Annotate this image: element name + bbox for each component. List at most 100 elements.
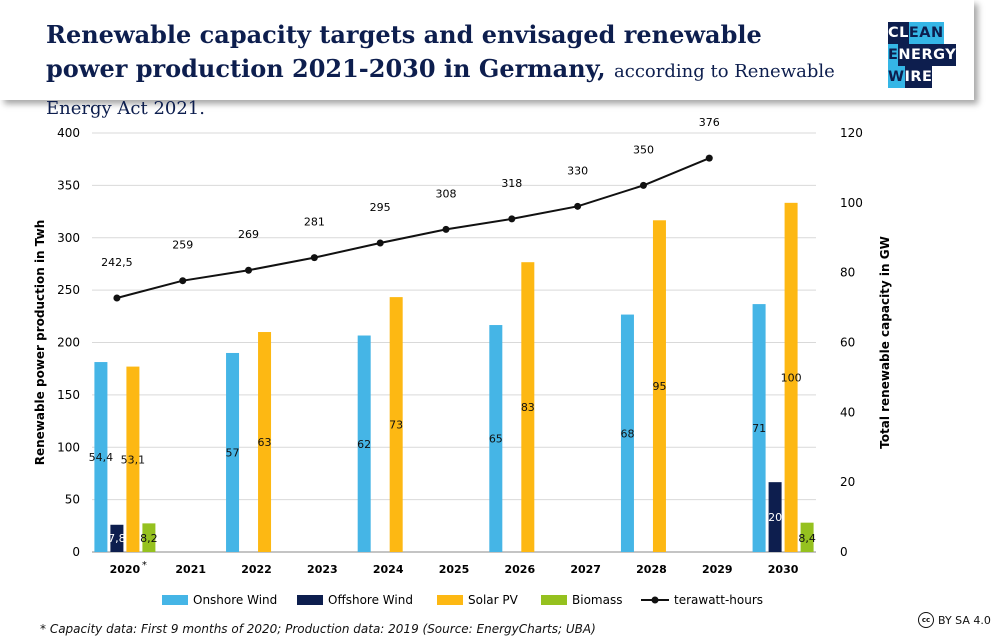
footnote: * Capacity data: First 9 months of 2020;… — [40, 622, 596, 636]
logo-text-2a: E — [888, 44, 899, 66]
bar-data-label: 54,4 — [89, 451, 114, 464]
bar-data-label: 20 — [768, 511, 782, 524]
bar-data-label: 71 — [752, 422, 766, 435]
line-data-label: 308 — [436, 187, 457, 200]
cc-icon: cc — [918, 612, 934, 628]
bar-offshore-wind — [768, 482, 782, 552]
y-tick-right: 20 — [840, 475, 855, 489]
x-tick-label: 2030 — [768, 563, 799, 576]
legend-swatch — [541, 595, 567, 605]
legend-label: Offshore Wind — [328, 593, 413, 607]
bar-data-label: 57 — [226, 446, 240, 459]
bar-data-label: 8,4 — [798, 532, 816, 545]
y-axis-label-right: Total renewable capacity in GW — [878, 236, 892, 449]
line-point — [639, 181, 647, 189]
line-point — [113, 294, 121, 302]
bar-biomass — [800, 522, 814, 552]
clean-energy-wire-logo: CL EAN E NERGY W IRE — [888, 22, 958, 88]
line-point — [245, 266, 253, 274]
bar-solar-pv — [258, 332, 272, 552]
logo-text-1b: EAN — [908, 22, 944, 44]
y-tick-left: 100 — [57, 440, 80, 454]
x-tick-label: 2024 — [373, 563, 404, 576]
license-badge: cc BY SA 4.0 — [918, 612, 991, 628]
y-tick-right: 60 — [840, 336, 855, 350]
line-point — [705, 154, 713, 162]
legend-swatch — [162, 595, 188, 605]
y-tick-left: 250 — [57, 283, 80, 297]
legend-label: Solar PV — [468, 593, 519, 607]
title-main: Renewable capacity targets and envisaged… — [46, 20, 762, 83]
bar-data-label: 83 — [521, 401, 535, 414]
bar-data-label: 62 — [357, 438, 371, 451]
line-data-label: 281 — [304, 216, 325, 229]
bar-data-label: 8,2 — [140, 532, 158, 545]
y-tick-right: 120 — [840, 126, 863, 140]
x-tick-asterisk: * — [142, 560, 147, 571]
x-tick-label: 2025 — [439, 563, 470, 576]
legend-line-marker — [651, 596, 659, 604]
bar-data-label: 65 — [489, 433, 503, 446]
bar-data-label: 73 — [389, 419, 403, 432]
header-panel: Renewable capacity targets and envisaged… — [0, 0, 974, 119]
line-point — [508, 215, 516, 223]
bar-solar-pv — [521, 262, 535, 552]
line-point — [442, 225, 450, 233]
y-tick-left: 300 — [57, 231, 80, 245]
title-subtitle: according to Renewable Energy Act 2021. — [46, 61, 835, 119]
y-tick-right: 0 — [840, 545, 848, 559]
y-tick-left: 150 — [57, 388, 80, 402]
y-tick-right: 100 — [840, 196, 863, 210]
bar-solar-pv — [784, 202, 798, 553]
y-tick-right: 40 — [840, 405, 855, 419]
x-tick-label: 2029 — [702, 563, 733, 576]
bar-data-label: 63 — [258, 436, 272, 449]
line-data-label: 259 — [172, 239, 193, 252]
legend-label: Biomass — [572, 593, 622, 607]
x-tick-label: 2020 — [110, 563, 141, 576]
bar-onshore-wind — [94, 362, 108, 552]
y-tick-left: 0 — [72, 545, 80, 559]
x-tick-label: 2023 — [307, 563, 338, 576]
y-tick-right: 80 — [840, 266, 855, 280]
x-tick-label: 2021 — [175, 563, 206, 576]
line-data-label: 376 — [699, 116, 720, 129]
bar-data-label: 53,1 — [121, 453, 146, 466]
y-tick-left: 350 — [57, 178, 80, 192]
line-data-label: 269 — [238, 228, 259, 241]
line-point — [179, 277, 187, 285]
line-data-label: 318 — [501, 177, 522, 190]
legend-swatch — [297, 595, 323, 605]
x-tick-label: 2022 — [241, 563, 272, 576]
legend-swatch — [437, 595, 463, 605]
bar-onshore-wind — [489, 325, 503, 552]
line-data-label: 330 — [567, 164, 588, 177]
line-data-label: 295 — [370, 201, 391, 214]
y-tick-left: 400 — [57, 126, 80, 140]
y-tick-left: 50 — [65, 493, 80, 507]
legend-label: terawatt-hours — [674, 593, 763, 607]
bar-data-label: 7,8 — [108, 532, 126, 545]
line-point — [310, 254, 318, 262]
x-tick-label: 2026 — [505, 563, 536, 576]
line-point — [376, 239, 384, 247]
bar-biomass — [142, 523, 156, 552]
y-axis-label-left: Renewable power production in Twh — [33, 220, 47, 466]
logo-text-3a: W — [888, 66, 905, 88]
x-tick-label: 2028 — [636, 563, 667, 576]
logo-text-2b: NERGY — [898, 44, 957, 66]
logo-text-3b: IRE — [904, 66, 933, 88]
legend-label: Onshore Wind — [193, 593, 277, 607]
bar-onshore-wind — [226, 352, 240, 552]
bar-solar-pv — [126, 366, 140, 552]
bar-onshore-wind — [357, 335, 371, 552]
bar-data-label: 95 — [652, 380, 666, 393]
bar-data-label: 68 — [620, 427, 634, 440]
bar-solar-pv — [652, 220, 666, 552]
license-text: BY SA 4.0 — [938, 613, 991, 627]
line-terawatt-hours — [116, 157, 710, 299]
bar-onshore-wind — [620, 314, 634, 552]
bar-onshore-wind — [752, 304, 766, 552]
bar-offshore-wind — [110, 524, 124, 552]
